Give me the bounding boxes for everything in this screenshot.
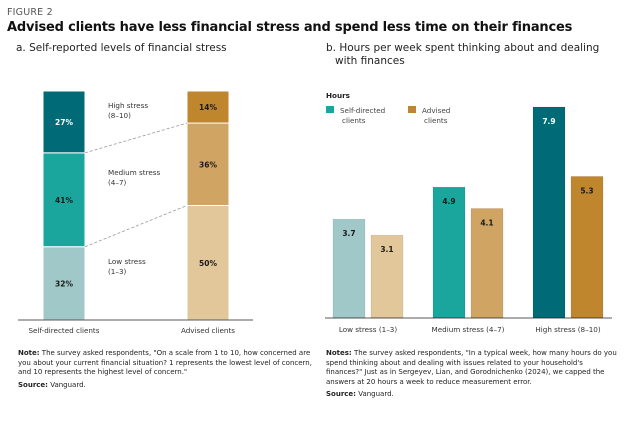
bar-value-label: 4.9 [442,197,455,206]
stress-level-range-label: (1–3) [108,267,127,276]
x-axis-category-label: Medium stress (4–7) [432,325,505,334]
bar-self-directed-0 [332,218,366,319]
stress-level-label: Low stress [108,257,146,266]
stacked-segment-advised-0 [186,205,230,321]
stress-level-label: Medium stress [108,168,161,177]
dashed-connector-line [84,205,188,248]
chart-b-grouped-bars: 3.7 3.1 Low stress (1–3) 4.9 4.1 Medium stres… [325,91,612,334]
note-a-label: Note: [18,349,40,357]
source-a-label: Source: [18,380,48,389]
note-b-text: The survey asked respondents, "In a typi… [326,349,617,386]
figure-label: FIGURE 2 [7,7,53,18]
segment-value-label: 41% [55,196,73,205]
bar-value-label: 7.9 [542,117,555,126]
source-b-label: Source: [326,390,356,399]
stacked-segment-self-1 [42,152,86,248]
legend-swatch-self-directed [326,106,334,113]
figure-title: Advised clients have less financial stre… [7,20,573,35]
chart-a-stacked-bars: 32% 41% 27% 50% 36% 14% Low stress(1–3) Medium … [18,90,253,335]
stress-level-range-label: (8–10) [108,111,131,120]
source-b-text: Vanguard. [355,390,394,399]
source-a-text: Vanguard. [47,380,86,389]
x-axis-category-label: High stress (8–10) [535,325,600,334]
segment-value-label: 36% [199,160,217,169]
bar-value-label: 3.1 [380,245,393,254]
x-axis-category-label: Low stress (1–3) [339,325,398,334]
legend-swatch-advised [408,106,416,113]
legend-label-line2: clients [342,116,366,125]
legend-label-line2: clients [424,116,448,125]
bar-self-directed-1 [432,186,466,319]
segment-value-label: 14% [199,103,217,112]
segment-value-label: 32% [55,279,73,288]
bar-value-label: 4.1 [480,218,493,227]
panel-b-subtitle: b. Hours per week spent thinking about a… [326,42,626,68]
stress-level-label: High stress [108,101,148,110]
panel-b-subtitle-line2: with finances [335,55,405,67]
stacked-segment-advised-1 [186,122,230,206]
note-a-text: The survey asked respondents, "On a scal… [18,349,312,377]
x-axis-category-label: Self-directed clients [28,326,99,335]
bar-value-label: 5.3 [580,186,593,195]
stress-level-range-label: (4–7) [108,178,127,187]
legend-label: Advised [422,106,450,115]
y-axis-label: Hours [326,91,350,100]
note-b-label: Notes: [326,349,352,357]
stacked-segment-advised-2 [186,90,230,124]
bar-advised-0 [370,234,404,319]
legend-label: Self-directed [340,106,385,115]
panel-b-note: Notes: The survey asked respondents, "In… [326,349,621,400]
panel-a-subtitle: a. Self-reported levels of financial str… [16,42,227,54]
segment-value-label: 50% [199,259,217,268]
panel-a-note: Note: The survey asked respondents, "On … [18,349,318,390]
bar-value-label: 3.7 [342,229,355,238]
bar-advised-1 [470,208,504,319]
dashed-connector-line [84,122,188,154]
bar-self-directed-2 [532,106,566,319]
segment-value-label: 27% [55,118,73,127]
bar-advised-2 [570,176,604,319]
stacked-segment-self-2 [42,90,86,154]
x-axis-category-label: Advised clients [181,326,235,335]
panel-b-subtitle-line1: b. Hours per week spent thinking about a… [326,42,600,54]
